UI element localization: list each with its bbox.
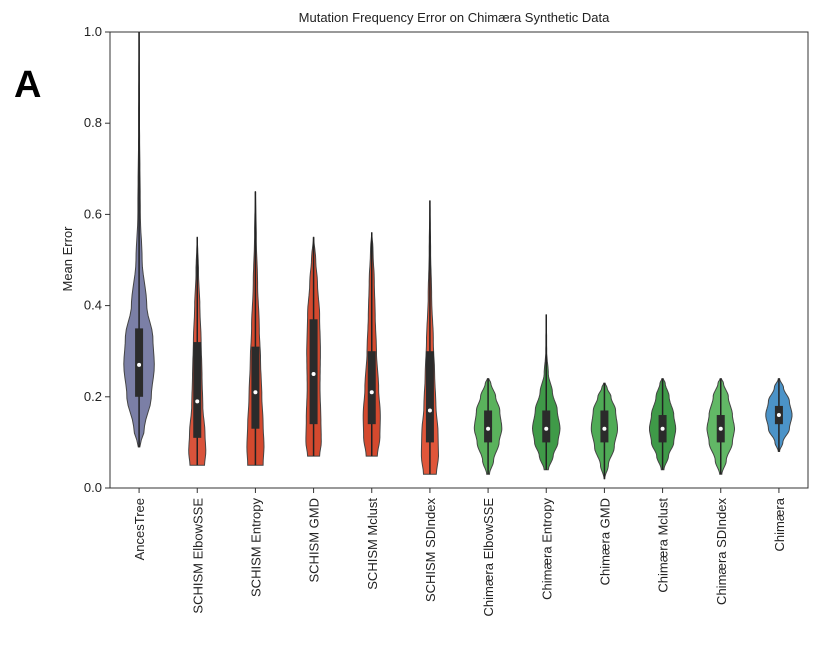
x-tick-label: SCHISM Entropy [248,498,263,597]
x-tick-label: SCHISM Mclust [365,498,380,590]
y-tick-label: 0.8 [84,115,102,130]
y-tick-label: 0.4 [84,298,102,313]
panel-letter: A [14,64,42,106]
y-axis: 0.0 0.2 0.4 0.6 0.8 1.0 [84,24,110,495]
y-tick-label: 0.0 [84,480,102,495]
violin-iqr-box [309,319,318,425]
violin-median [369,390,374,395]
violin-iqr-box [484,410,493,443]
chart-title: Mutation Frequency Error on Chimæra Synt… [299,10,610,25]
violin-median [776,413,781,418]
x-tick-label: Chimæra ElbowSSE [481,498,496,617]
violin-median [602,426,607,431]
violin-median [195,399,200,404]
plot-frame [109,31,809,489]
violin-median [544,426,549,431]
violin-iqr-box [193,342,202,438]
x-tick-label: Chimæra [772,497,787,551]
violin-median [137,362,142,367]
violin-iqr-box [135,328,144,397]
x-tick-label: Chimæra GMD [597,498,612,585]
y-tick-label: 1.0 [84,24,102,39]
x-tick-label: SCHISM ElbowSSE [190,498,205,614]
violin-iqr-box [251,346,260,429]
violin-median [311,372,316,376]
violin-iqr-box [425,351,434,443]
x-tick-label: SCHISM GMD [307,498,322,583]
violin-median [486,426,491,431]
violin-iqr-box [600,410,609,443]
violin-median [427,408,432,413]
y-tick-label: 0.6 [84,206,102,221]
violin-iqr-box [542,410,551,443]
violin-median [253,390,258,395]
violins-group [123,31,793,480]
y-tick-label: 0.2 [84,389,102,404]
x-axis: AncesTree SCHISM ElbowSSE SCHISM Entropy SC… [132,488,787,617]
x-tick-label: Chimæra Entropy [539,498,554,600]
y-axis-label: Mean Error [60,226,75,292]
violin-iqr-box [367,351,376,425]
x-tick-label: AncesTree [132,498,147,560]
x-tick-label: Chimæra SDIndex [714,498,729,605]
violin-median [718,426,723,431]
x-tick-label: Chimæra Mclust [656,498,671,593]
violin-median [660,426,665,431]
x-tick-label: SCHISM SDIndex [423,498,438,603]
